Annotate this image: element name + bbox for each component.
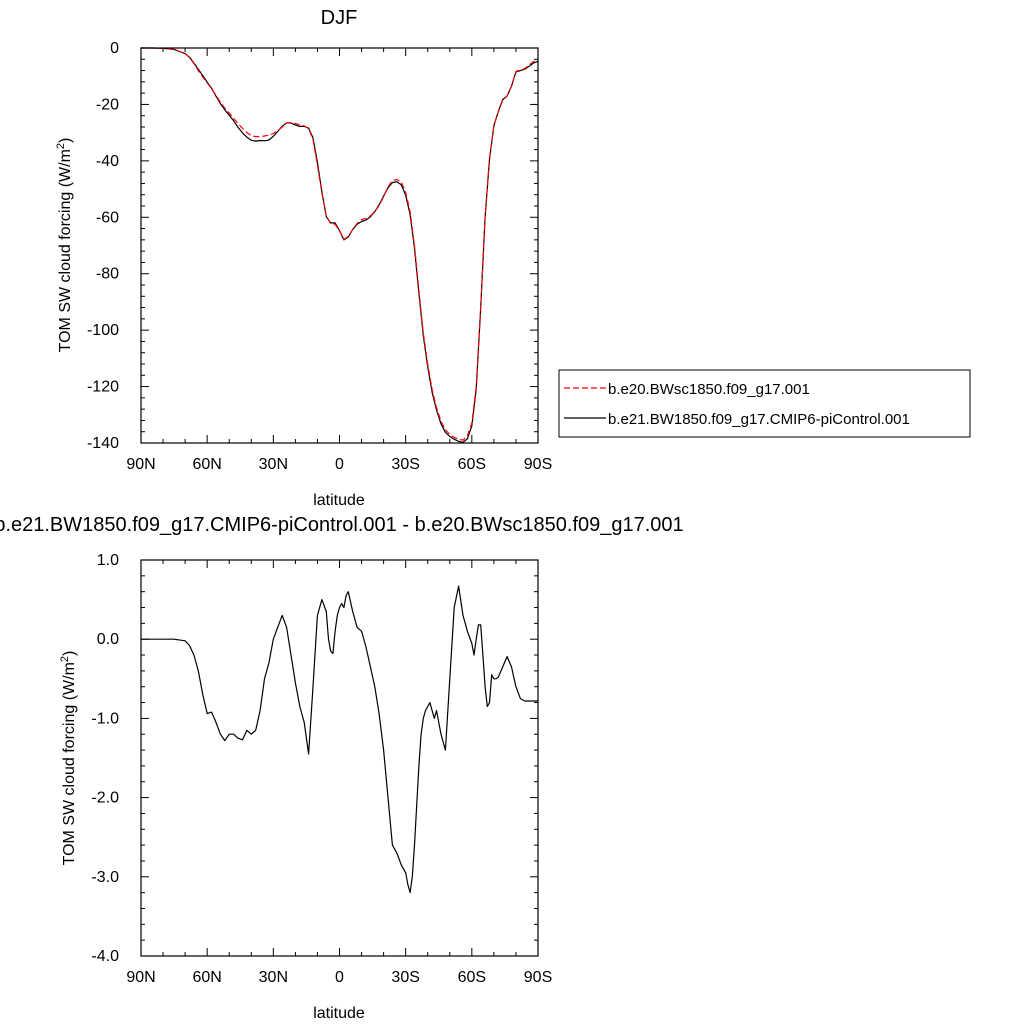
top-panel-frame <box>140 47 539 444</box>
y-tick-label: 0.0 <box>97 631 119 648</box>
x-tick-label: 60S <box>458 969 486 986</box>
x-tick-label: 30S <box>391 456 419 473</box>
top-panel-x-tick-labels: 90N 60N 30N 0 30S 60S 90S <box>126 456 552 473</box>
x-tick-label: 0 <box>335 456 344 473</box>
top-panel-y-axis-title: TOM SW cloud forcing (W/m2) <box>55 138 74 353</box>
y-tick-label: -3.0 <box>91 869 119 886</box>
bottom-panel-series-lines <box>141 585 538 894</box>
x-tick-label: 60N <box>192 456 221 473</box>
y-tick-label: -20 <box>96 96 119 113</box>
y-tick-label: 1.0 <box>97 552 119 569</box>
x-tick-label: 60N <box>192 969 221 986</box>
legend-label-series-2: b.e21.BW1850.f09_g17.CMIP6-piControl.001 <box>608 411 910 428</box>
x-tick-label: 90N <box>126 456 155 473</box>
top-panel-ticks <box>140 47 539 444</box>
bottom-panel-title: b.e21.BW1850.f09_g17.CMIP6-piControl.001… <box>0 514 684 536</box>
legend-box <box>558 369 971 438</box>
bottom-panel-frame <box>140 559 539 957</box>
series-line-1 <box>141 47 539 441</box>
y-tick-label: -100 <box>87 322 119 339</box>
series-line-2 <box>141 47 539 443</box>
top-panel-y-tick-labels: 0 -20 -40 -60 -80 -100 -120 -140 <box>87 40 119 452</box>
bottom-panel-x-axis-title: latitude <box>313 1005 365 1022</box>
y-tick-label: -4.0 <box>91 948 119 965</box>
top-panel-x-axis-title: latitude <box>313 492 365 509</box>
bottom-panel-ticks <box>140 559 539 957</box>
legend: b.e20.BWsc1850.f09_g17.001 b.e21.BW1850.… <box>558 369 971 438</box>
bottom-panel-y-tick-labels: 1.0 0.0 -1.0 -2.0 -3.0 -4.0 <box>91 552 119 965</box>
x-tick-label: 60S <box>458 456 486 473</box>
bottom-panel-x-tick-labels: 90N 60N 30N 0 30S 60S 90S <box>126 969 552 986</box>
y-tick-label: -1.0 <box>91 710 119 727</box>
x-tick-label: 30N <box>259 969 288 986</box>
y-tick-label: -140 <box>87 435 119 452</box>
y-tick-label: -60 <box>96 209 119 226</box>
legend-label-series-1: b.e20.BWsc1850.f09_g17.001 <box>608 381 810 398</box>
top-panel-title: DJF <box>321 7 358 29</box>
y-tick-label: -40 <box>96 153 119 170</box>
y-tick-label: -2.0 <box>91 790 119 807</box>
y-tick-label: 0 <box>110 40 119 57</box>
x-tick-label: 0 <box>335 969 344 986</box>
x-tick-label: 90S <box>524 969 552 986</box>
x-tick-label: 30S <box>391 969 419 986</box>
top-panel-series-lines <box>141 47 539 443</box>
y-tick-label: -80 <box>96 266 119 283</box>
bottom-panel-y-axis-title: TOM SW cloud forcing (W/m2) <box>59 651 78 866</box>
series-line-1 <box>141 585 538 894</box>
bottom-panel: b.e21.BW1850.f09_g17.CMIP6-piControl.001… <box>0 514 684 1022</box>
y-tick-label: -120 <box>87 379 119 396</box>
x-tick-label: 30N <box>259 456 288 473</box>
x-tick-label: 90N <box>126 969 155 986</box>
x-tick-label: 90S <box>524 456 552 473</box>
top-panel: DJF 90N 60N 30N 0 30S 60S 90S 0 -20 -40 -60 -80 -10… <box>55 7 552 509</box>
